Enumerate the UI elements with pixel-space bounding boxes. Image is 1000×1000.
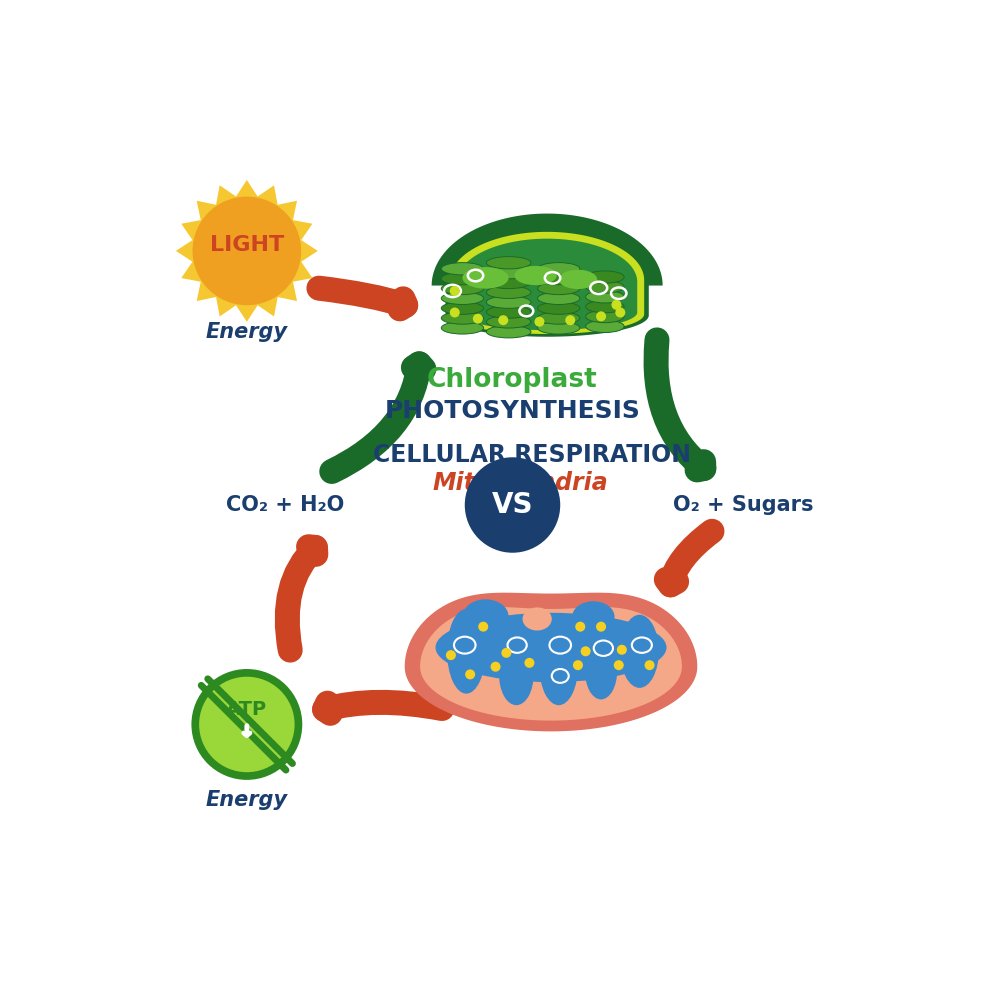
Circle shape [565,315,575,325]
Polygon shape [450,232,644,334]
Circle shape [491,662,501,672]
Circle shape [617,645,627,655]
Circle shape [199,677,295,772]
Circle shape [450,307,460,318]
Circle shape [614,660,624,670]
Circle shape [450,286,460,296]
Ellipse shape [538,312,580,324]
Ellipse shape [499,644,534,705]
Ellipse shape [441,272,484,285]
Circle shape [615,307,625,318]
Ellipse shape [486,326,531,338]
Text: Chloroplast: Chloroplast [427,367,598,393]
Circle shape [465,669,475,679]
Ellipse shape [441,292,484,304]
Ellipse shape [486,316,531,328]
Circle shape [501,648,511,658]
Ellipse shape [441,263,484,275]
Ellipse shape [486,306,531,318]
Ellipse shape [441,282,484,295]
Ellipse shape [441,322,484,334]
Polygon shape [446,227,649,337]
Ellipse shape [486,257,531,269]
Ellipse shape [441,312,484,324]
Circle shape [193,197,301,305]
Ellipse shape [585,642,617,699]
Circle shape [498,315,508,325]
Ellipse shape [538,302,580,314]
Ellipse shape [538,263,580,275]
Ellipse shape [538,322,580,334]
Polygon shape [420,607,682,721]
Text: CO₂ + H₂O: CO₂ + H₂O [226,495,344,515]
Circle shape [596,622,606,632]
Circle shape [478,622,488,632]
Ellipse shape [586,320,624,333]
Text: Energy: Energy [206,790,288,810]
Ellipse shape [586,271,624,283]
Circle shape [446,650,456,660]
Ellipse shape [447,609,486,694]
Circle shape [473,314,483,324]
Circle shape [573,660,583,670]
Ellipse shape [486,266,531,279]
Ellipse shape [572,601,615,632]
Ellipse shape [538,282,580,295]
Polygon shape [176,180,318,322]
Text: Energy: Energy [206,322,288,342]
Circle shape [465,457,560,553]
Ellipse shape [436,613,666,682]
Ellipse shape [538,272,580,285]
Ellipse shape [586,281,624,293]
Circle shape [524,658,534,668]
Ellipse shape [523,607,552,631]
Circle shape [581,646,591,656]
Ellipse shape [620,615,659,688]
Ellipse shape [486,286,531,298]
Circle shape [191,669,302,780]
Ellipse shape [586,291,624,303]
Ellipse shape [538,292,580,304]
Text: Mitochondria: Mitochondria [432,471,608,495]
Polygon shape [457,239,637,330]
Ellipse shape [586,300,624,313]
Circle shape [596,311,606,321]
Polygon shape [432,214,663,286]
Ellipse shape [514,266,557,285]
Ellipse shape [486,276,531,289]
Ellipse shape [441,302,484,314]
Circle shape [534,317,544,327]
Ellipse shape [559,270,597,289]
Text: CELLULAR RESPIRATION: CELLULAR RESPIRATION [373,443,691,467]
Ellipse shape [586,310,624,323]
Text: O₂ + Sugars: O₂ + Sugars [673,495,814,515]
Text: VS: VS [492,491,533,519]
Text: ATP: ATP [226,700,267,719]
Circle shape [645,660,655,670]
Text: LIGHT: LIGHT [210,235,284,255]
Ellipse shape [462,599,509,634]
Ellipse shape [539,628,578,705]
Polygon shape [405,593,697,731]
Ellipse shape [486,296,531,308]
Text: PHOTOSYNTHESIS: PHOTOSYNTHESIS [385,399,640,423]
Ellipse shape [462,267,509,289]
Circle shape [611,300,621,310]
Circle shape [575,622,585,632]
